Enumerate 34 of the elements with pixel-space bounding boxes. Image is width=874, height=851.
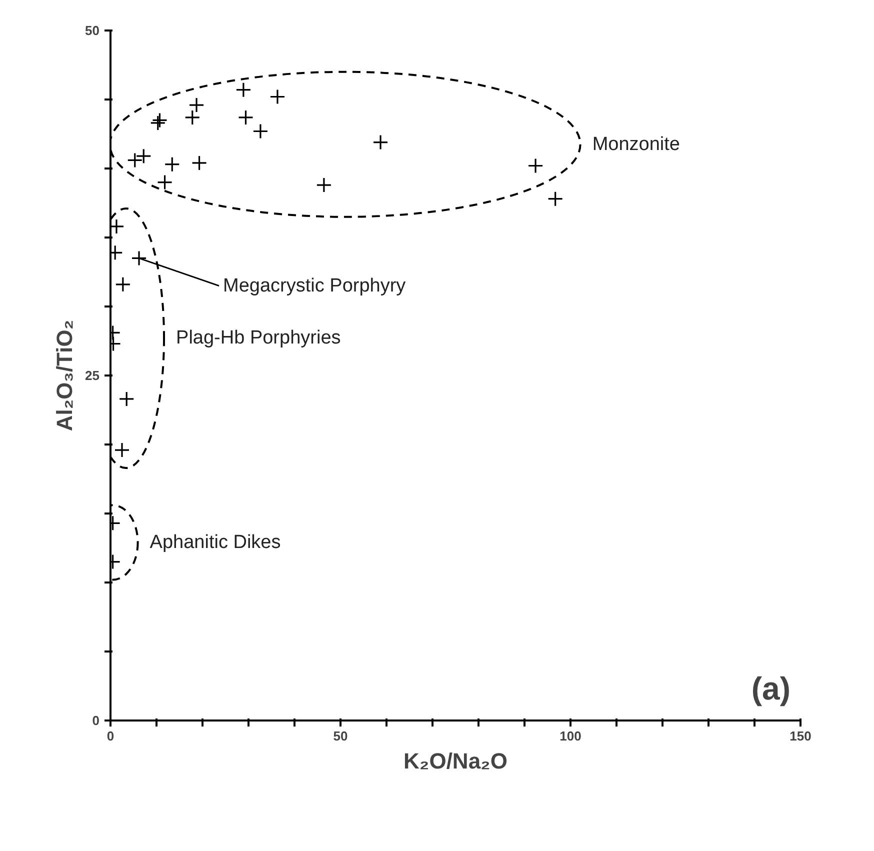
point xyxy=(238,110,254,126)
point xyxy=(252,123,268,140)
text: Plag-Hb Porphyries xyxy=(176,328,341,349)
point xyxy=(184,110,200,126)
point xyxy=(118,391,134,407)
point xyxy=(150,115,166,131)
point xyxy=(114,442,130,458)
point xyxy=(131,250,147,266)
point xyxy=(236,82,252,98)
series-label: Aphanitic Dikes xyxy=(150,532,281,553)
point xyxy=(528,158,544,174)
y-tick-label: 25 xyxy=(85,368,100,383)
point xyxy=(110,218,124,234)
point xyxy=(270,88,286,105)
annotation: Megacrystic Porphyry xyxy=(223,275,406,296)
x-tick-label: 50 xyxy=(333,728,348,744)
x-tick-label: 0 xyxy=(106,728,114,744)
x-axis-title: K₂O/Na₂O xyxy=(404,748,508,774)
point xyxy=(164,156,180,172)
point xyxy=(548,191,564,207)
point xyxy=(156,174,173,190)
text: Monzonite xyxy=(592,134,680,155)
point xyxy=(316,177,332,193)
y-tick-label: 50 xyxy=(85,23,100,38)
point xyxy=(188,97,204,113)
x-tick-label: 100 xyxy=(560,728,582,744)
point xyxy=(115,276,131,292)
point xyxy=(152,112,168,128)
point xyxy=(372,134,388,150)
point xyxy=(191,155,208,171)
x-tick-label: 150 xyxy=(790,728,812,744)
annotation: (a) xyxy=(751,670,790,706)
y-axis-title: Al₂O₃/TiO₂ xyxy=(52,320,78,432)
y-tick-label: 0 xyxy=(92,713,100,728)
